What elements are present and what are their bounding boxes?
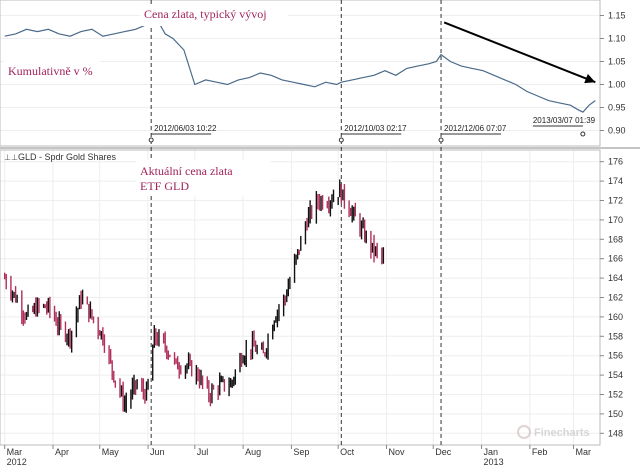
top-y-tick-label: 0.95: [608, 103, 626, 113]
bottom-y-tick-label: 162: [608, 293, 623, 303]
bottom-y-tick-label: 150: [608, 409, 623, 419]
x-tick-label: Aug: [245, 447, 261, 457]
bottom-y-axis: 176 174 172 170 168 166 164 162 160 158 156 154 152 1…: [600, 157, 623, 438]
x-tick-label: Apr: [55, 447, 69, 457]
bottom-y-tick-label: 166: [608, 254, 623, 264]
watermark-text: Finecharts: [534, 427, 590, 439]
bottom-annotation-line-2: ETF GLD: [140, 179, 189, 193]
event-marker-dot: [580, 131, 586, 137]
bottom-y-tick-label: 154: [608, 370, 623, 380]
event-marker-label: 2012/10/03 02:17: [344, 124, 407, 133]
bottom-annotation-line-1: Aktuální cena zlata: [140, 164, 233, 178]
trend-arrow: [443, 21, 596, 84]
bottom-y-tick-label: 160: [608, 312, 623, 322]
x-tick-label: Jun: [150, 447, 165, 457]
event-marker-dot: [148, 137, 154, 143]
x-tick-label: Jan: [484, 447, 499, 457]
top-y-tick-label: 1.05: [608, 57, 626, 67]
top-y-tick-label: 0.90: [608, 126, 626, 136]
trend-arrow-line: [443, 21, 596, 84]
event-marker-label: 2013/03/07 01:39: [533, 116, 596, 125]
x-tick-label: Sep: [293, 447, 309, 457]
bottom-y-tick-label: 158: [608, 331, 623, 341]
bottom-legend: GLD - Spdr Gold Shares: [18, 152, 117, 162]
ylabel-box: [4, 60, 100, 82]
x-tick-label: Oct: [340, 447, 355, 457]
x-tick-label: Mar: [576, 447, 592, 457]
watermark-icon: [517, 425, 531, 439]
watermark: Finecharts: [517, 425, 590, 439]
top-series-line: [4, 12, 596, 113]
event-marker-label: 2012/12/06 07:07: [444, 124, 507, 133]
x-tick-label: Dec: [435, 447, 452, 457]
top-series: [4, 12, 596, 113]
event-marker-dot: [438, 137, 444, 143]
top-annotation: Cena zlata, typický vývoj: [144, 7, 267, 21]
top-y-tick-label: 1.00: [608, 80, 626, 90]
event-marker-labels: 2012/06/03 10:22 2012/10/03 02:17 2012/12/…: [148, 116, 596, 143]
x-tick-year-label: 2013: [484, 457, 504, 467]
bottom-y-tick-label: 172: [608, 196, 623, 206]
top-y-tick-label: 1.15: [608, 11, 626, 21]
bottom-y-tick-label: 156: [608, 351, 623, 361]
trend-arrow-head: [584, 73, 596, 84]
event-marker-label: 2012/06/03 10:22: [154, 124, 217, 133]
event-marker-dot: [338, 137, 344, 143]
x-tick-label: Nov: [388, 447, 405, 457]
bottom-y-tick-label: 176: [608, 157, 623, 167]
x-tick-label: Feb: [532, 447, 548, 457]
bottom-y-tick-label: 170: [608, 215, 623, 225]
top-y-axis: 1.15 1.10 1.05 1.00 0.95 0.90: [600, 11, 626, 136]
x-tick-label: Mar: [7, 447, 23, 457]
bottom-grid: [0, 150, 600, 445]
bottom-y-tick-label: 168: [608, 234, 623, 244]
bottom-y-tick-label: 174: [608, 176, 623, 186]
x-tick-label: Jul: [197, 447, 209, 457]
x-tick-year-label: 2012: [7, 457, 27, 467]
price-candles: [3, 179, 385, 413]
bottom-y-tick-label: 148: [608, 428, 623, 438]
bottom-legend-icon: ⊥⊥: [4, 153, 18, 162]
top-y-axis-label: Kumulativně v %: [8, 64, 93, 78]
top-annotation-box: [140, 4, 288, 26]
bottom-annotation-box: [136, 160, 270, 196]
top-y-tick-label: 1.10: [608, 34, 626, 44]
top-panel-frame: [0, 0, 601, 147]
bottom-y-tick-label: 164: [608, 273, 623, 283]
bottom-y-tick-label: 152: [608, 390, 623, 400]
x-tick-label: May: [102, 447, 120, 457]
